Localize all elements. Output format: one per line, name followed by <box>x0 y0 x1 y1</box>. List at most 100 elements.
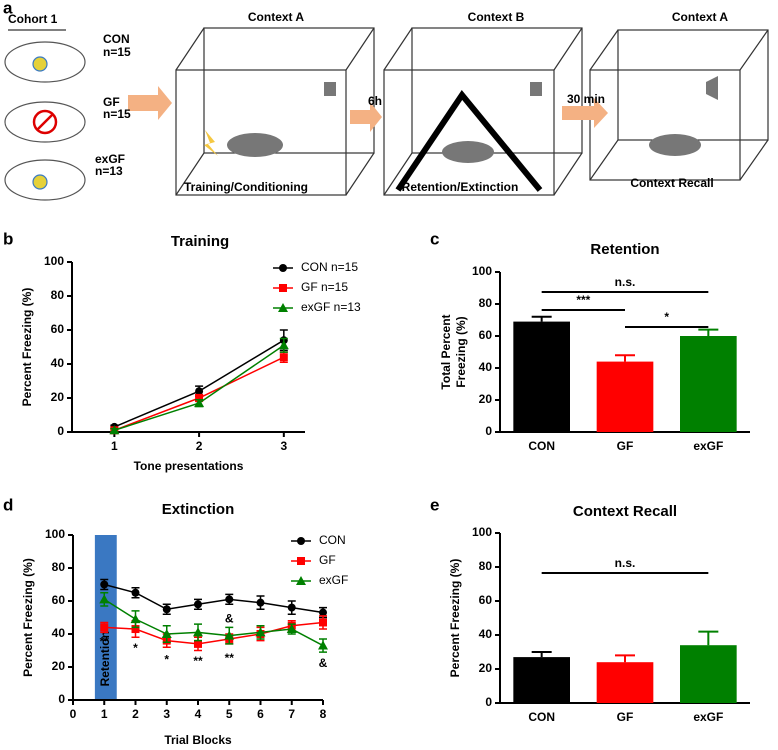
annotation: * <box>664 310 669 324</box>
annotation: n.s. <box>615 275 636 289</box>
point <box>194 639 202 648</box>
legend-label: CON n=15 <box>301 260 358 274</box>
bar <box>513 657 570 703</box>
x-tick-label: 5 <box>226 707 233 721</box>
x-tick-label: 1 <box>101 707 108 721</box>
y-axis-label: Percent Freezing (%) <box>21 558 35 677</box>
point <box>319 618 327 627</box>
y-tick-label: 40 <box>479 627 493 641</box>
y-tick-label: 60 <box>479 593 493 607</box>
x-tick-label: 2 <box>132 707 139 721</box>
point <box>256 598 265 607</box>
context-caption: Context Recall <box>630 176 713 190</box>
cohort-name: exGF <box>95 152 125 166</box>
y-tick-label: 60 <box>52 593 66 607</box>
legend-label: GF n=15 <box>301 280 348 294</box>
x-tick-label: exGF <box>693 439 723 453</box>
highlight-label: Retention <box>98 631 112 686</box>
context-box <box>175 27 375 196</box>
point <box>100 580 109 589</box>
point <box>279 264 287 272</box>
x-tick-label: 3 <box>163 707 170 721</box>
y-tick-label: 40 <box>479 360 493 374</box>
annotation: ** <box>100 634 110 648</box>
arrows <box>128 86 608 132</box>
x-tick-label: exGF <box>693 710 723 724</box>
point <box>162 605 171 614</box>
y-tick-label: 0 <box>57 424 64 438</box>
y-tick-label: 20 <box>479 392 493 406</box>
panel-letter: d <box>3 495 13 514</box>
error-bar <box>698 630 719 646</box>
y-tick-label: 0 <box>58 692 65 706</box>
error-bar <box>615 654 635 663</box>
series-line <box>104 583 324 614</box>
point <box>195 387 204 396</box>
x-tick-label: GF <box>617 439 634 453</box>
legend-label: exGF <box>319 573 348 587</box>
point <box>278 303 288 312</box>
point <box>278 340 289 350</box>
annotation: n.s. <box>615 556 636 570</box>
y-tick-label: 100 <box>472 525 492 539</box>
y-axis-label: Percent Freezing (%) <box>448 559 462 678</box>
context-title: Context A <box>248 10 305 24</box>
highlight-band <box>94 535 117 700</box>
point <box>161 629 172 638</box>
x-tick-label: 7 <box>288 707 295 721</box>
y-tick-label: 0 <box>485 424 492 438</box>
interval: 6h <box>368 94 382 108</box>
y-axis-label: Percent Freezing (%) <box>20 288 34 407</box>
point <box>255 627 266 637</box>
point <box>297 557 305 565</box>
context-box <box>589 29 769 181</box>
series-line <box>114 339 285 428</box>
diagram: Cohort 1 CON n=15 GF n=15 exGF n=13 Cont… <box>4 10 769 201</box>
bar <box>513 321 570 432</box>
error-bar <box>531 315 552 322</box>
point <box>195 394 204 402</box>
panel-letter: b <box>3 229 13 248</box>
panel-letter: a <box>3 0 13 17</box>
y-tick-label: 20 <box>51 390 65 404</box>
panel-letter: e <box>430 495 439 514</box>
y-tick-label: 100 <box>44 254 64 268</box>
context-box <box>383 27 583 196</box>
mice <box>4 41 86 201</box>
annotation: *** <box>576 293 590 307</box>
y-tick-label: 20 <box>479 661 493 675</box>
point <box>296 576 306 585</box>
point <box>224 630 235 640</box>
annotation: & <box>225 611 234 625</box>
y-axis-label: Freezing (%) <box>454 316 468 387</box>
context-caption: Retention/Extinction <box>402 180 519 194</box>
y-tick-label: 60 <box>51 322 65 336</box>
point <box>194 398 205 408</box>
x-axis-label: Tone presentations <box>134 459 244 473</box>
annotation: ** <box>225 651 235 665</box>
point <box>319 608 327 617</box>
series-line <box>103 598 324 647</box>
annotation: * <box>164 653 169 667</box>
point <box>109 425 120 435</box>
context-caption: Training/Conditioning <box>184 180 308 194</box>
point <box>131 588 140 597</box>
cohort-name: GF <box>103 95 120 109</box>
y-tick-label: 80 <box>479 296 493 310</box>
annotation: & <box>319 656 328 670</box>
bar <box>596 662 654 703</box>
cohort-n: n=15 <box>103 107 131 121</box>
bar <box>680 336 737 432</box>
bar <box>596 361 654 432</box>
point <box>99 594 110 604</box>
y-tick-label: 60 <box>479 328 493 342</box>
annotation: * <box>133 641 138 655</box>
y-tick-label: 40 <box>51 356 65 370</box>
cohort-title: Cohort 1 <box>8 12 58 26</box>
point <box>193 627 203 637</box>
point <box>286 624 297 634</box>
y-tick-label: 0 <box>485 695 492 709</box>
chart-title: Retention <box>590 241 659 258</box>
point <box>130 614 141 624</box>
